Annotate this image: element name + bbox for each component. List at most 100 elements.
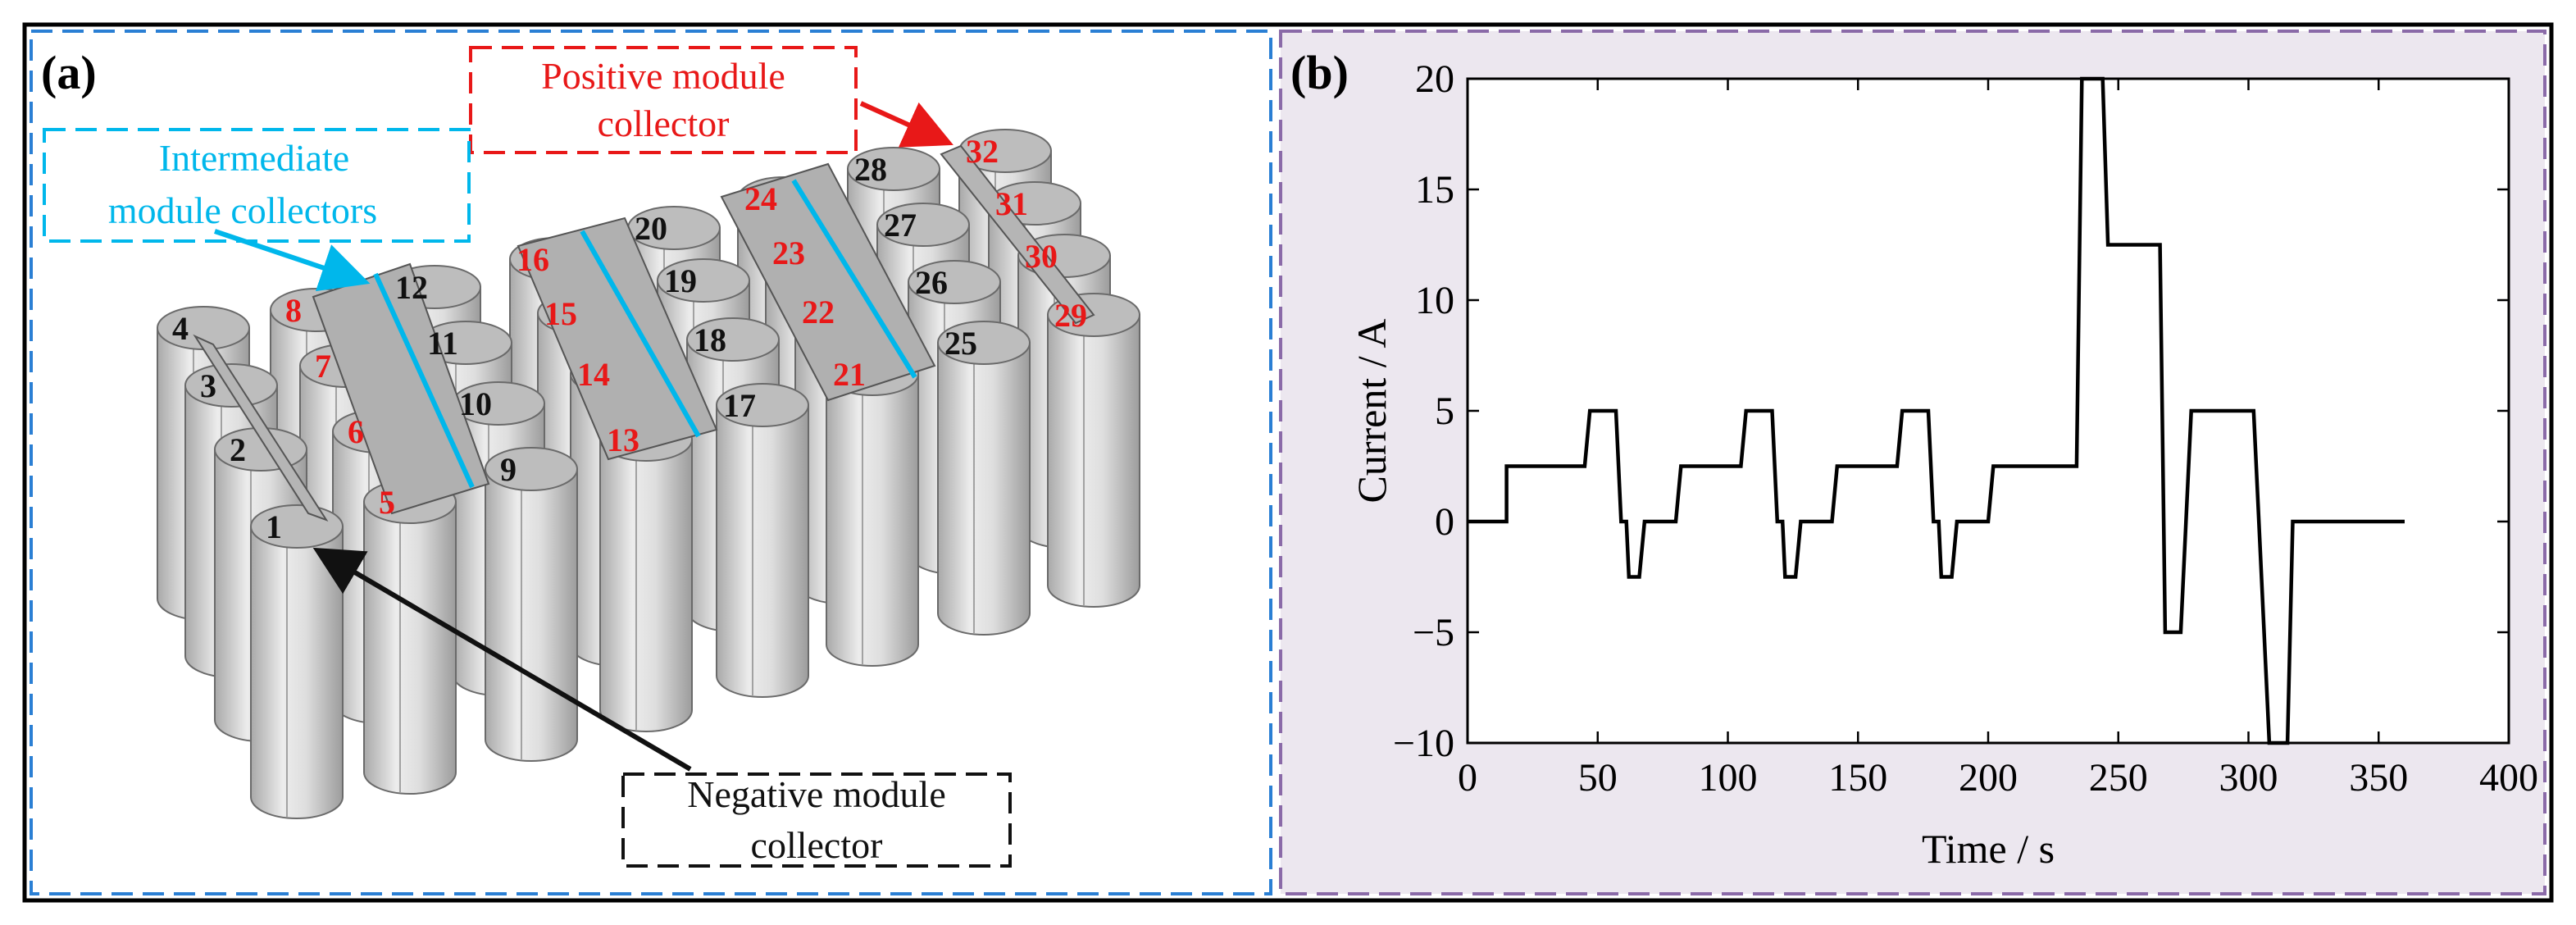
battery-cell <box>1047 293 1140 608</box>
cell-label-6: 6 <box>348 413 364 450</box>
negative-collector-strip <box>193 334 329 522</box>
plot-area <box>1466 77 2510 745</box>
battery-cell-body <box>937 342 1031 636</box>
battery-cell-top <box>686 317 780 362</box>
x-tick-label: 250 <box>2089 756 2148 800</box>
battery-cell-body <box>1047 314 1140 608</box>
cell-label-13: 13 <box>607 421 639 458</box>
negative-arrow <box>312 547 692 772</box>
cell-label-26: 26 <box>915 264 948 301</box>
cell-label-29: 29 <box>1054 297 1087 334</box>
callout-negative-line2: collector <box>751 824 883 866</box>
battery-cell <box>826 352 919 667</box>
intermediate-collector-3 <box>791 179 917 379</box>
callout-negative-line1: Negative module <box>687 773 946 815</box>
x-tick-label: 50 <box>1578 756 1618 800</box>
cell-label-22: 22 <box>802 294 835 330</box>
x-tick-label: 300 <box>2219 756 2278 800</box>
battery-cell-top <box>847 147 940 191</box>
battery-cell-top <box>937 321 1031 365</box>
y-tick-label: 0 <box>1435 500 1454 544</box>
callout-positive-line1: Positive module <box>541 55 785 97</box>
battery-cell-body <box>250 526 344 819</box>
battery-cell <box>716 383 809 698</box>
callout-intermediate-box <box>43 128 471 243</box>
cell-label-3: 3 <box>200 367 216 404</box>
battery-cell-top <box>908 260 1001 304</box>
x-tick-label: 150 <box>1828 756 1887 800</box>
battery-cell-top <box>485 447 578 491</box>
y-tick-label: −5 <box>1413 611 1454 654</box>
positive-arrow <box>859 101 953 148</box>
battery-cell-top <box>716 383 809 427</box>
battery-cell-body <box>826 373 919 667</box>
cell-label-20: 20 <box>635 210 667 247</box>
x-tick-label: 400 <box>2479 756 2538 800</box>
cell-label-23: 23 <box>772 235 805 271</box>
y-tick-label: 5 <box>1435 390 1454 433</box>
cell-number-labels: 1234567891011121314151617181920212223242… <box>172 133 1087 545</box>
callout-intermediate-line2: module collectors <box>108 189 377 231</box>
y-tick-label: 10 <box>1415 279 1454 322</box>
callout-negative: Negative module collector <box>312 547 1012 868</box>
battery-cell <box>485 447 578 762</box>
cell-label-2: 2 <box>230 431 246 468</box>
cell-label-31: 31 <box>995 185 1028 222</box>
battery-cell <box>250 504 344 819</box>
cell-label-30: 30 <box>1025 238 1058 275</box>
callout-intermediate-line1: Intermediate <box>159 137 349 179</box>
y-tick-label: −10 <box>1393 722 1454 765</box>
cell-label-21: 21 <box>833 356 866 393</box>
callout-positive: Positive module collector <box>469 46 953 154</box>
cell-label-27: 27 <box>884 207 917 244</box>
callout-positive-box <box>469 46 858 154</box>
y-axis-ticks: 20 15 10 5 0 −5 −10 <box>1393 57 2509 765</box>
x-tick-label: 100 <box>1699 756 1758 800</box>
x-tick-label: 0 <box>1458 756 1477 800</box>
cell-label-4: 4 <box>172 310 189 347</box>
series-line-current <box>1468 76 2405 745</box>
battery-cell-body <box>485 468 578 762</box>
battery-cell-body <box>599 439 693 732</box>
battery-cell-body <box>716 404 809 698</box>
cell-label-24: 24 <box>744 180 777 217</box>
cell-label-14: 14 <box>577 356 610 393</box>
cell-label-5: 5 <box>379 484 395 521</box>
callout-negative-box <box>621 772 1012 868</box>
cell-label-15: 15 <box>544 295 577 332</box>
panel-b-label: (b) <box>1290 46 1349 99</box>
battery-cell-top <box>250 504 344 549</box>
positive-collector-strip <box>940 144 1095 325</box>
cell-label-18: 18 <box>694 321 726 358</box>
x-axis-label: Time / s <box>1922 826 2055 872</box>
callout-intermediate: Intermediate module collectors <box>43 128 471 292</box>
battery-cell <box>363 480 457 795</box>
battery-cell-top <box>657 258 750 303</box>
battery-cell-top <box>876 203 970 247</box>
cell-label-8: 8 <box>285 292 302 329</box>
cell-label-28: 28 <box>854 151 887 188</box>
cell-label-17: 17 <box>723 387 756 424</box>
battery-cell <box>599 417 693 732</box>
intermediate-collector-2 <box>580 230 701 438</box>
x-axis-ticks: 0 50 100 150 200 250 300 350 400 <box>1458 79 2538 800</box>
x-tick-label: 200 <box>1959 756 2018 800</box>
intermediate-arrow <box>214 229 371 292</box>
x-tick-label: 350 <box>2349 756 2408 800</box>
battery-cell-body <box>363 501 457 795</box>
battery-cell <box>937 321 1031 636</box>
y-axis-label: Current / A <box>1349 319 1395 504</box>
cell-label-19: 19 <box>664 262 697 299</box>
cell-label-11: 11 <box>427 325 458 362</box>
cell-label-9: 9 <box>500 451 517 488</box>
cell-label-25: 25 <box>944 325 977 362</box>
panel-a-label: (a) <box>41 46 97 99</box>
module-collectors <box>193 144 1095 522</box>
y-tick-label: 20 <box>1415 57 1454 101</box>
callout-positive-line2: collector <box>598 103 730 144</box>
cell-label-32: 32 <box>966 133 999 170</box>
cell-label-7: 7 <box>315 348 331 385</box>
cell-label-16: 16 <box>517 241 549 278</box>
